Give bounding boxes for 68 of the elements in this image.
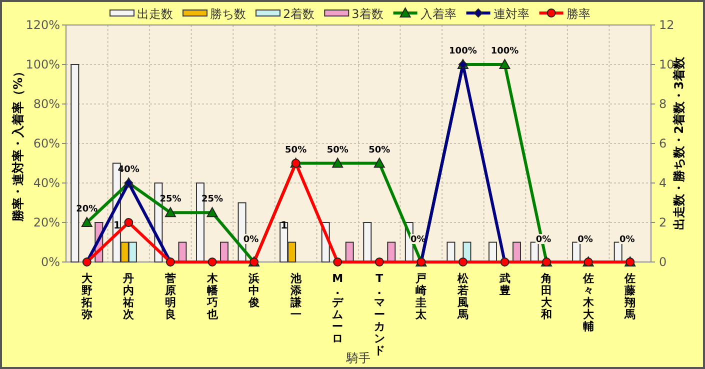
x-tick-label: 戸崎圭太 <box>414 272 428 321</box>
y2-tick-label: 6 <box>659 136 667 150</box>
x-tick-label: 丹内祐次 <box>122 272 136 321</box>
point <box>124 218 134 227</box>
point <box>206 207 218 218</box>
legend-label: 出走数 <box>137 7 173 21</box>
bar <box>488 242 497 262</box>
x-tick-label: 浜中俊 <box>248 272 261 309</box>
x-tick-label: 菅原明良 <box>164 272 176 321</box>
bar <box>387 242 396 262</box>
data-label: 0% <box>243 235 259 245</box>
legend-label: 入着率 <box>420 7 456 21</box>
y-tick-label: 20% <box>33 216 60 230</box>
y-tick-label: 40% <box>33 176 60 190</box>
point <box>374 258 384 266</box>
point <box>164 207 176 218</box>
point <box>374 158 385 168</box>
y2-axis-title: 出走数・勝ち数・2着数・3着数 <box>672 56 686 230</box>
bar <box>178 242 187 262</box>
bar <box>446 242 456 262</box>
y2-tick-label: 2 <box>659 216 667 230</box>
point <box>81 217 92 227</box>
x-tick-label: 池添謙一 <box>289 272 302 321</box>
x-tick-label: M.デムーロ <box>332 272 344 345</box>
data-label: 1 <box>280 220 288 232</box>
bar <box>345 242 354 262</box>
bar <box>220 242 228 262</box>
data-label: 50% <box>368 145 390 156</box>
bar <box>363 222 372 262</box>
y2-tick-label: 0 <box>659 255 667 269</box>
x-tick-label: 佐々木大輔 <box>582 272 595 333</box>
point <box>208 258 217 266</box>
x-tick-label: 木幡巧也 <box>206 272 219 321</box>
data-label: 0% <box>619 235 635 245</box>
x-tick-label: 武豊 <box>498 272 510 297</box>
y2-tick-label: 4 <box>659 176 667 190</box>
point <box>458 258 468 266</box>
point <box>333 258 342 266</box>
data-label: 1 <box>113 220 120 232</box>
data-label: 100% <box>449 46 477 56</box>
y2-tick-label: 8 <box>659 97 667 111</box>
y2-tick-label: 12 <box>659 18 674 32</box>
legend-label: 2着数 <box>283 7 315 21</box>
x-tick-label: 佐藤翔馬 <box>624 272 637 321</box>
data-label: 50% <box>326 145 348 156</box>
y-tick-label: 60% <box>33 136 60 150</box>
point <box>332 158 344 168</box>
y-tick-label: 80% <box>33 97 60 111</box>
legend-label: 3着数 <box>352 7 384 21</box>
data-label: 0% <box>578 235 593 245</box>
point <box>499 59 510 69</box>
y-axis-title: 勝率・連対率・入着率（%） <box>11 65 25 223</box>
y-tick-label: 0% <box>40 255 60 269</box>
x-axis-title: 騎手 <box>346 351 370 365</box>
x-tick-label: 松若風馬 <box>456 272 470 321</box>
legend-label: 連対率 <box>493 7 530 21</box>
legend-label: 勝ち数 <box>210 7 246 21</box>
y-tick-label: 120% <box>26 18 60 32</box>
data-label: 100% <box>490 46 519 56</box>
data-label: 50% <box>285 145 307 156</box>
y2-tick-label: 10 <box>659 58 674 72</box>
x-tick-label: 大野拓弥 <box>80 272 94 321</box>
x-tick-label: 角田大和 <box>540 272 554 321</box>
bar <box>512 242 521 262</box>
data-label: 0% <box>536 235 552 245</box>
y-tick-label: 100% <box>26 58 60 72</box>
legend-label: 勝率 <box>566 7 590 21</box>
x-tick-label: T.マーカンド <box>374 272 385 357</box>
